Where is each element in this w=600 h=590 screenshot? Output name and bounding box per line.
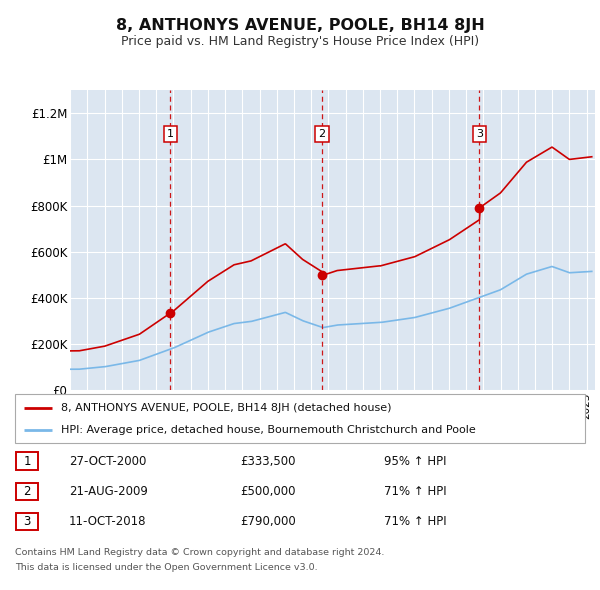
- Text: 11-OCT-2018: 11-OCT-2018: [69, 515, 146, 528]
- Text: HPI: Average price, detached house, Bournemouth Christchurch and Poole: HPI: Average price, detached house, Bour…: [61, 425, 475, 435]
- Text: 95% ↑ HPI: 95% ↑ HPI: [384, 455, 446, 468]
- Text: 27-OCT-2000: 27-OCT-2000: [69, 455, 146, 468]
- FancyBboxPatch shape: [16, 453, 38, 470]
- Text: 1: 1: [167, 129, 174, 139]
- Text: 71% ↑ HPI: 71% ↑ HPI: [384, 485, 446, 498]
- Text: 3: 3: [476, 129, 483, 139]
- Text: Contains HM Land Registry data © Crown copyright and database right 2024.: Contains HM Land Registry data © Crown c…: [15, 548, 385, 557]
- Text: Price paid vs. HM Land Registry's House Price Index (HPI): Price paid vs. HM Land Registry's House …: [121, 35, 479, 48]
- Text: 8, ANTHONYS AVENUE, POOLE, BH14 8JH (detached house): 8, ANTHONYS AVENUE, POOLE, BH14 8JH (det…: [61, 402, 391, 412]
- FancyBboxPatch shape: [15, 394, 585, 442]
- Text: 2: 2: [319, 129, 326, 139]
- Text: £333,500: £333,500: [240, 455, 296, 468]
- Text: £500,000: £500,000: [240, 485, 296, 498]
- Text: 21-AUG-2009: 21-AUG-2009: [69, 485, 148, 498]
- Text: 8, ANTHONYS AVENUE, POOLE, BH14 8JH: 8, ANTHONYS AVENUE, POOLE, BH14 8JH: [116, 18, 484, 32]
- Text: 2: 2: [23, 485, 31, 498]
- FancyBboxPatch shape: [16, 483, 38, 500]
- Text: 71% ↑ HPI: 71% ↑ HPI: [384, 515, 446, 528]
- FancyBboxPatch shape: [16, 513, 38, 530]
- Text: £790,000: £790,000: [240, 515, 296, 528]
- Text: 3: 3: [23, 515, 31, 528]
- Text: This data is licensed under the Open Government Licence v3.0.: This data is licensed under the Open Gov…: [15, 563, 317, 572]
- Text: 1: 1: [23, 455, 31, 468]
